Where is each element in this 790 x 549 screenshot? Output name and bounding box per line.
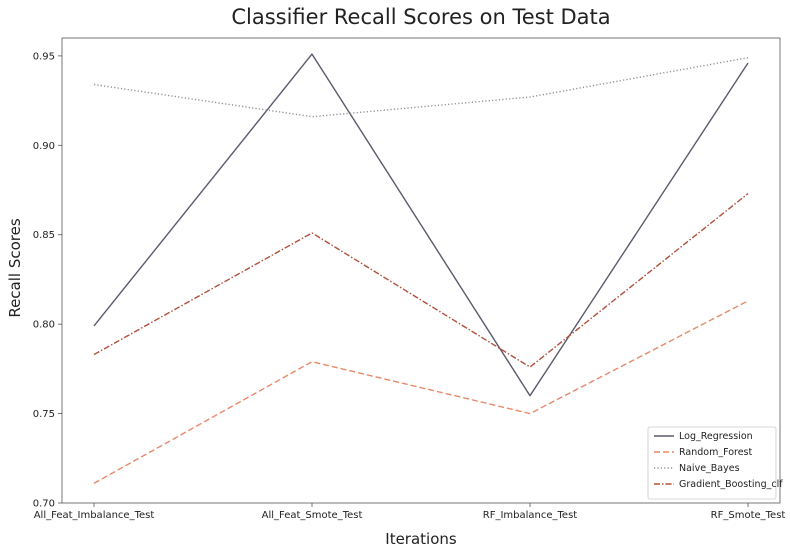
plot-area — [61, 37, 781, 504]
x-tick-label: RF_Smote_Test — [711, 510, 786, 521]
y-tick-label: 0.85 — [33, 230, 55, 241]
legend-box — [647, 426, 777, 500]
legend-label: Naive_Bayes — [679, 463, 740, 474]
x-tick-label: RF_Imbalance_Test — [483, 510, 578, 521]
series-layer — [93, 53, 749, 484]
y-tick-label: 0.90 — [33, 141, 55, 152]
series-line-random-forest — [93, 300, 749, 484]
chart-title: Classifier Recall Scores on Test Data — [231, 5, 610, 29]
x-tick-label: All_Feat_Smote_Test — [262, 510, 363, 521]
x-axis-label: Iterations — [385, 530, 457, 548]
legend-label: Random_Forest — [679, 447, 753, 458]
legend: Log_Regression Random_Forest Naive_Bayes Gr… — [647, 426, 783, 500]
x-tick-label: All_Feat_Imbalance_Test — [34, 510, 155, 521]
ticks-layer: 0.70 0.75 0.80 0.85 0.90 0.95 All_Feat_Imbalan… — [33, 51, 786, 521]
y-tick-label: 0.95 — [33, 51, 55, 62]
series-line-log-regression — [93, 53, 749, 397]
y-tick-label: 0.80 — [33, 320, 55, 331]
y-axis-label: Recall Scores — [6, 218, 24, 318]
series-line-naive-bayes — [93, 56, 749, 118]
y-tick-label: 0.70 — [33, 499, 55, 510]
y-tick-label: 0.75 — [33, 409, 55, 420]
legend-label: Log_Regression — [679, 431, 753, 442]
series-line-gradient-boosting-clf — [93, 193, 749, 368]
legend-label: Gradient_Boosting_clf — [679, 479, 783, 490]
